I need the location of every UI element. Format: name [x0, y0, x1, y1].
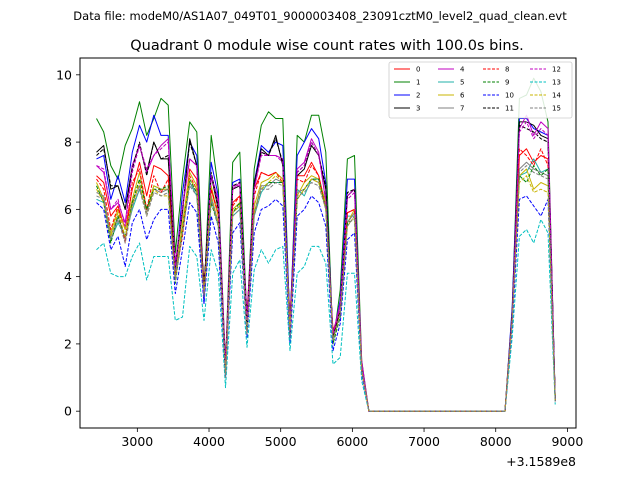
x-axis: 3000 4000 5000 6000 7000 8000 9000	[121, 428, 583, 449]
chart-title: Quadrant 0 module wise count rates with …	[130, 38, 524, 54]
legend-label-8: 8	[505, 66, 509, 74]
x-tick-label: 7000	[408, 434, 440, 449]
y-axis: 0 2 4 6 8 10	[56, 67, 80, 419]
x-tick-label: 9000	[551, 434, 583, 449]
x-tick-label: 5000	[265, 434, 297, 449]
plot-border	[79, 57, 577, 429]
legend-label-10: 10	[505, 92, 514, 100]
legend-box	[388, 61, 573, 119]
y-tick-label: 2	[64, 336, 72, 351]
x-tick-label: 8000	[480, 434, 512, 449]
legend-label-13: 13	[552, 79, 561, 87]
legend-label-0: 0	[416, 66, 420, 74]
legend-label-3: 3	[416, 105, 420, 113]
y-tick-label: 6	[64, 202, 72, 217]
legend-label-9: 9	[505, 79, 509, 87]
chart-suptitle: Data file: modeM0/AS1A07_049T01_90000034…	[73, 9, 567, 23]
y-tick-label: 4	[64, 269, 72, 284]
x-tick-label: 4000	[193, 434, 225, 449]
plot-area	[79, 57, 577, 429]
x-tick-label: 6000	[336, 434, 368, 449]
legend-label-14: 14	[552, 92, 561, 100]
legend-label-2: 2	[416, 92, 420, 100]
legend-label-1: 1	[416, 79, 420, 87]
legend-label-6: 6	[460, 92, 465, 100]
series-line-15	[96, 165, 556, 412]
legend-label-5: 5	[460, 79, 464, 87]
x-offset-label: +3.1589e8	[506, 454, 576, 469]
legend-label-12: 12	[552, 66, 561, 74]
y-tick-label: 0	[64, 404, 72, 419]
y-tick-label: 8	[64, 135, 72, 150]
legend-label-7: 7	[460, 105, 464, 113]
y-tick-label: 10	[56, 67, 72, 82]
x-tick-label: 3000	[121, 434, 153, 449]
legend-label-15: 15	[552, 105, 561, 113]
legend-label-4: 4	[460, 66, 465, 74]
legend-label-11: 11	[505, 105, 514, 113]
